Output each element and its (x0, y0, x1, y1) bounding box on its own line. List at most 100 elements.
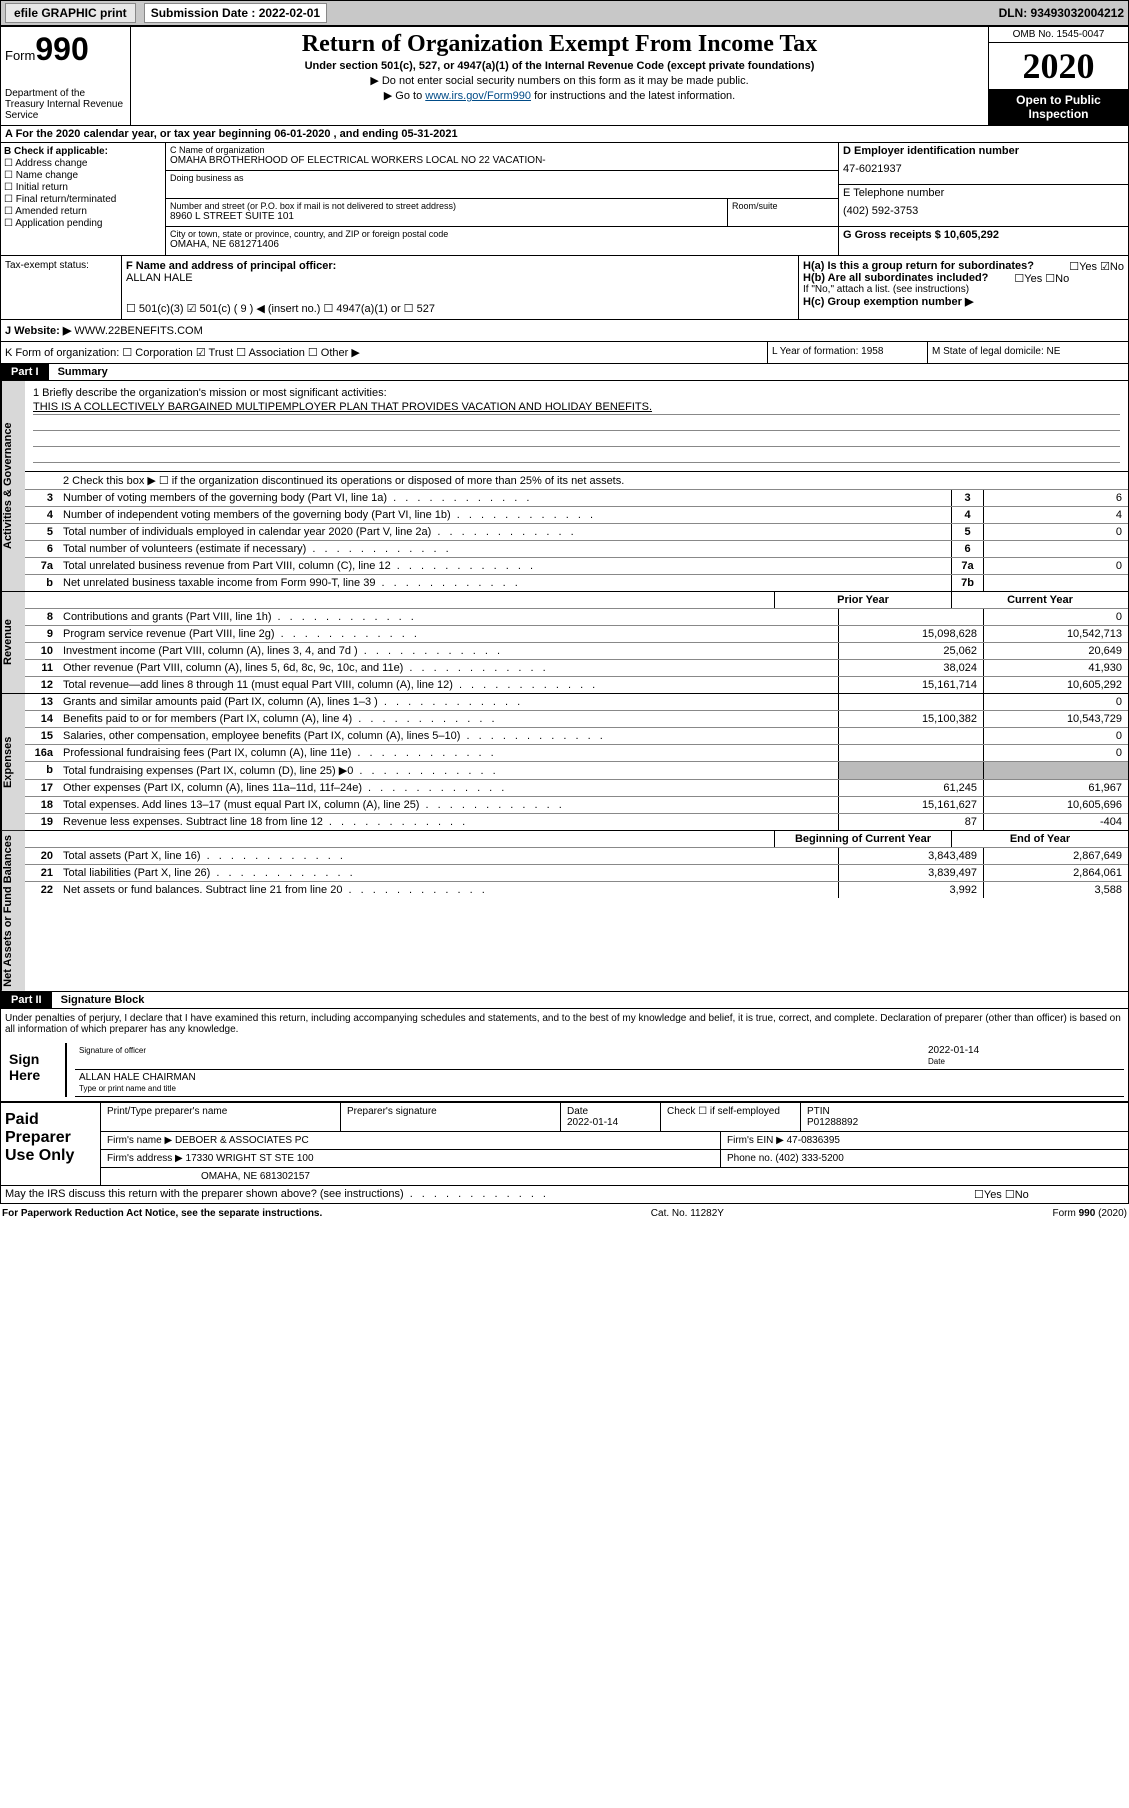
col-prior: Prior Year (774, 592, 951, 608)
vtab-revenue: Revenue (1, 592, 25, 693)
tax-exempt-options[interactable]: ☐ 501(c)(3) ☑ 501(c) ( 9 ) ◀ (insert no.… (126, 302, 794, 315)
signature-block: Under penalties of perjury, I declare th… (0, 1009, 1129, 1102)
sign-here-label: Sign Here (5, 1043, 65, 1097)
discuss-checks[interactable]: ☐Yes ☐No (968, 1186, 1128, 1203)
chk-address[interactable]: ☐ Address change (4, 158, 162, 169)
hb-label: H(b) Are all subordinates included? (803, 272, 988, 284)
paid-preparer-block: Paid Preparer Use Only Print/Type prepar… (0, 1102, 1129, 1186)
website-value[interactable]: WWW.22BENEFITS.COM (74, 325, 202, 337)
ptin-value: P01288892 (807, 1117, 858, 1128)
hc-label: H(c) Group exemption number ▶ (803, 296, 973, 308)
line-6-value (983, 541, 1128, 557)
line-22-prior: 3,992 (838, 882, 983, 898)
row-j: J Website: ▶ WWW.22BENEFITS.COM (0, 320, 1129, 342)
dba-label: Doing business as (170, 173, 834, 183)
line-22-current: 3,588 (983, 882, 1128, 898)
netassets-block: Net Assets or Fund Balances Beginning of… (0, 831, 1129, 992)
firm-ein-label: Firm's EIN ▶ (727, 1135, 784, 1146)
firm-phone-label: Phone no. (727, 1153, 773, 1164)
vtab-expenses: Expenses (1, 694, 25, 830)
col-current: Current Year (951, 592, 1128, 608)
ptin-label: PTIN (807, 1106, 830, 1117)
f-label: F Name and address of principal officer: (126, 260, 336, 272)
line-18-current: 10,605,696 (983, 797, 1128, 813)
line-10-text: Investment income (Part VIII, column (A)… (59, 643, 838, 659)
line-9-text: Program service revenue (Part VIII, line… (59, 626, 838, 642)
form-ref: Form 990 (2020) (1053, 1208, 1127, 1219)
submission-date: Submission Date : 2022-02-01 (144, 3, 327, 23)
prep-name-label: Print/Type preparer's name (101, 1103, 341, 1131)
chk-name[interactable]: ☐ Name change (4, 170, 162, 181)
ha-checks[interactable]: ☐Yes ☑No (1069, 260, 1124, 273)
line-11-text: Other revenue (Part VIII, column (A), li… (59, 660, 838, 676)
line-12-text: Total revenue—add lines 8 through 11 (mu… (59, 677, 838, 693)
subtitle-3: ▶ Go to www.irs.gov/Form990 for instruct… (135, 89, 984, 102)
line-13-prior (838, 694, 983, 710)
period-row: A For the 2020 calendar year, or tax yea… (0, 126, 1129, 143)
revenue-block: Revenue Prior YearCurrent Year 8Contribu… (0, 592, 1129, 694)
line-10-prior: 25,062 (838, 643, 983, 659)
line-16a-text: Professional fundraising fees (Part IX, … (59, 745, 838, 761)
prep-sig-label: Preparer's signature (341, 1103, 561, 1131)
efile-button[interactable]: efile GRAPHIC print (5, 3, 136, 23)
line-b-current (983, 762, 1128, 779)
street-address: 8960 L STREET SUITE 101 (170, 211, 723, 222)
prep-date-label: Date (567, 1106, 588, 1117)
part1-title: Summary (52, 364, 114, 380)
paid-preparer-label: Paid Preparer Use Only (1, 1103, 101, 1185)
vtab-governance: Activities & Governance (1, 381, 25, 591)
row-klm: K Form of organization: ☐ Corporation ☑ … (0, 342, 1129, 364)
line-9-prior: 15,098,628 (838, 626, 983, 642)
prep-self-employed[interactable]: Check ☐ if self-employed (661, 1103, 801, 1131)
chk-final[interactable]: ☐ Final return/terminated (4, 194, 162, 205)
addr-label: Number and street (or P.O. box if mail i… (170, 201, 723, 211)
part1-header: Part I Summary (0, 364, 1129, 381)
line-17-current: 61,967 (983, 780, 1128, 796)
vtab-netassets: Net Assets or Fund Balances (1, 831, 25, 991)
city-value: OMAHA, NE 681271406 (170, 239, 834, 250)
line-17-text: Other expenses (Part IX, column (A), lin… (59, 780, 838, 796)
line-8-text: Contributions and grants (Part VIII, lin… (59, 609, 838, 625)
line-b-prior (838, 762, 983, 779)
line1-label: 1 Briefly describe the organization's mi… (33, 387, 1120, 399)
line-4-value: 4 (983, 507, 1128, 523)
city-label: City or town, state or province, country… (170, 229, 834, 239)
chk-initial[interactable]: ☐ Initial return (4, 182, 162, 193)
b-label: B Check if applicable: (4, 146, 108, 157)
k-form-org: K Form of organization: ☐ Corporation ☑ … (1, 342, 768, 363)
line-b-text: Total fundraising expenses (Part IX, col… (59, 762, 838, 779)
line-9-current: 10,542,713 (983, 626, 1128, 642)
dept-treasury: Department of the Treasury Internal Reve… (5, 88, 126, 121)
pra-notice: For Paperwork Reduction Act Notice, see … (2, 1208, 322, 1219)
line-4-text: Number of independent voting members of … (59, 507, 951, 523)
discuss-question: May the IRS discuss this return with the… (1, 1186, 968, 1203)
mission-text: THIS IS A COLLECTIVELY BARGAINED MULTIPE… (33, 401, 1120, 415)
line-12-current: 10,605,292 (983, 677, 1128, 693)
hb-checks[interactable]: ☐Yes ☐No (1014, 272, 1069, 285)
line-11-prior: 38,024 (838, 660, 983, 676)
line-20-current: 2,867,649 (983, 848, 1128, 864)
hb-note: If "No," attach a list. (see instruction… (803, 284, 1124, 295)
chk-amended[interactable]: ☐ Amended return (4, 206, 162, 217)
part2-title: Signature Block (55, 992, 151, 1008)
row-f-h: Tax-exempt status: F Name and address of… (0, 256, 1129, 320)
line-b-text: Net unrelated business taxable income fr… (59, 575, 951, 591)
line-14-current: 10,543,729 (983, 711, 1128, 727)
part2-header: Part II Signature Block (0, 992, 1129, 1009)
line-14-text: Benefits paid to or for members (Part IX… (59, 711, 838, 727)
subtitle-1: Under section 501(c), 527, or 4947(a)(1)… (135, 60, 984, 72)
irs-link[interactable]: www.irs.gov/Form990 (425, 90, 531, 102)
inspection-badge: Open to Public Inspection (989, 89, 1128, 125)
subtitle-2: ▶ Do not enter social security numbers o… (135, 74, 984, 87)
block-b-to-g: B Check if applicable: ☐ Address change … (0, 143, 1129, 256)
chk-pending[interactable]: ☐ Application pending (4, 218, 162, 229)
firm-addr2: OMAHA, NE 681302157 (101, 1168, 1128, 1185)
line-8-current: 0 (983, 609, 1128, 625)
tax-year: 2020 (989, 43, 1128, 89)
line-12-prior: 15,161,714 (838, 677, 983, 693)
line-16a-current: 0 (983, 745, 1128, 761)
line-21-current: 2,864,061 (983, 865, 1128, 881)
line-21-prior: 3,839,497 (838, 865, 983, 881)
org-name: OMAHA BROTHERHOOD OF ELECTRICAL WORKERS … (170, 155, 834, 166)
line-13-current: 0 (983, 694, 1128, 710)
